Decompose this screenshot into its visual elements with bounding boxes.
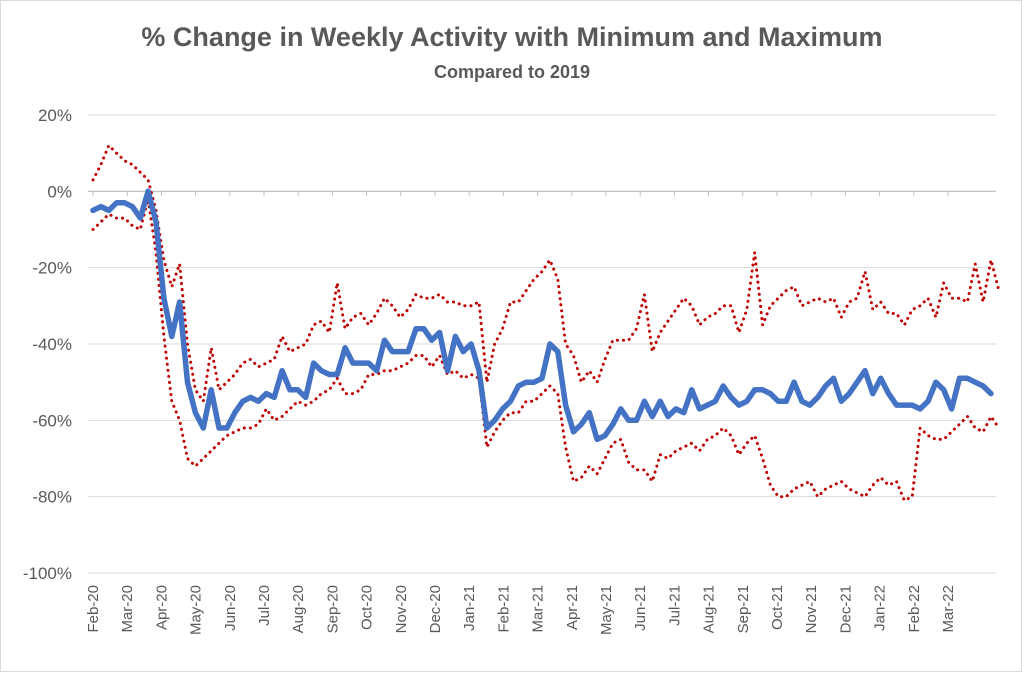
y-tick-label: -20% — [32, 259, 72, 278]
x-tick-label: Sep-20 — [324, 585, 341, 633]
x-tick-label: Jan-21 — [461, 585, 478, 631]
x-tick-label: Feb-21 — [495, 585, 512, 633]
x-axis-ticks: Feb-20 Mar-20 Apr-20 May-20 Jun-20 Jul-20 Aug-… — [85, 191, 957, 635]
series-line-max — [91, 144, 1001, 403]
x-tick-label: May-21 — [598, 585, 615, 635]
x-tick-label: Dec-20 — [427, 585, 444, 633]
chart-subtitle: Compared to 2019 — [433, 62, 591, 82]
y-tick-label: 20% — [38, 106, 72, 125]
x-tick-label: Nov-20 — [393, 585, 410, 633]
x-tick-label: Sep-21 — [735, 585, 752, 633]
x-tick-label: May-20 — [188, 585, 205, 635]
y-tick-label: -40% — [32, 335, 72, 354]
x-tick-label: Aug-20 — [290, 585, 307, 633]
y-tick-label: -60% — [32, 411, 72, 430]
y-tick-label: -100% — [23, 564, 72, 583]
x-tick-label: Nov-21 — [803, 585, 820, 633]
x-tick-label: Jul-20 — [256, 585, 273, 626]
x-tick-label: Feb-20 — [85, 585, 102, 633]
x-tick-label: Jun-21 — [632, 585, 649, 631]
x-tick-label: Jul-21 — [666, 585, 683, 626]
x-tick-label: Mar-21 — [530, 585, 547, 633]
x-tick-label: Jun-20 — [222, 585, 239, 631]
x-tick-label: Apr-20 — [153, 585, 170, 630]
x-tick-label: Dec-21 — [837, 585, 854, 633]
y-tick-label: 0% — [47, 182, 72, 201]
y-axis-ticks: 20% 0% -20% -40% -60% -80% -100% — [23, 106, 72, 583]
x-tick-label: Mar-22 — [940, 585, 957, 633]
x-tick-label: Oct-20 — [359, 585, 376, 630]
x-tick-label: Oct-21 — [769, 585, 786, 630]
gridlines — [88, 114, 996, 574]
x-tick-label: Mar-20 — [119, 585, 136, 633]
y-tick-label: -80% — [32, 488, 72, 507]
x-tick-label: Aug-21 — [701, 585, 718, 633]
x-tick-label: Feb-22 — [906, 585, 923, 633]
series-line-avg — [90, 188, 994, 443]
chart-title: % Change in Weekly Activity with Minimum… — [141, 22, 883, 52]
x-tick-label: Apr-21 — [564, 585, 581, 630]
series-group — [90, 144, 1001, 502]
series-line-min — [91, 197, 1001, 502]
x-tick-label: Jan-22 — [872, 585, 889, 631]
